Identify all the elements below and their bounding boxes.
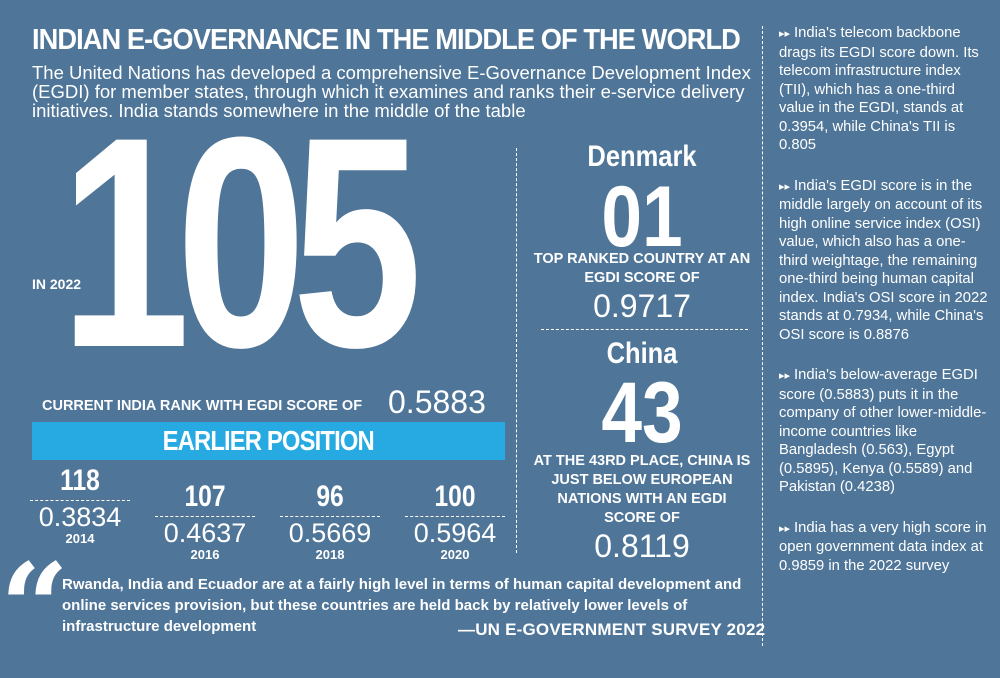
- vertical-divider: [516, 148, 517, 553]
- bullet-item: ▸▸ India's EGDI score is in the middle la…: [779, 177, 989, 345]
- quote-text: Rwanda, India and Ecuador are at a fairl…: [62, 576, 742, 635]
- history-rank: 107: [184, 480, 226, 513]
- bullet-item: ▸▸ India's below-average EGDI score (0.58…: [779, 366, 989, 497]
- bullet-arrow-icon: ▸▸: [779, 28, 791, 40]
- current-score: 0.5883: [388, 384, 486, 420]
- quote-mark-icon: “: [0, 537, 70, 678]
- china-rank: 43: [601, 365, 683, 461]
- quote-source: —UN E-GOVERNMENT SURVEY 2022: [458, 620, 766, 639]
- india-rank-number: 105: [60, 74, 422, 410]
- page-title: INDIAN E-GOVERNANCE IN THE MIDDLE OF THE…: [32, 24, 741, 56]
- china-name: China: [606, 337, 678, 370]
- china-score: 0.8119: [594, 528, 690, 564]
- history-year: 2014: [65, 531, 95, 546]
- bullet-text: India has a very high score in open gove…: [779, 519, 987, 574]
- history-score: 0.5964: [413, 518, 497, 548]
- denmark-name: Denmark: [587, 140, 697, 173]
- bullet-arrow-icon: ▸▸: [779, 522, 791, 535]
- history-divider: [155, 516, 255, 517]
- denmark-rank: 01: [601, 169, 683, 265]
- history-rank: 96: [316, 480, 344, 513]
- intro-text: The United Nations has developed a compr…: [32, 62, 751, 121]
- bullet-list: ▸▸ India's telecom backbone drags its EGD…: [779, 24, 989, 597]
- history-rank: 100: [434, 480, 476, 513]
- bullet-item: ▸▸ India's telecom backbone drags its EGD…: [779, 24, 989, 155]
- history-rank: 118: [60, 464, 100, 497]
- denmark-caption: TOP RANKED COUNTRY AT AN EGDI SCORE OF: [533, 251, 751, 286]
- history-item-2020: 100 0.5964 2020: [405, 482, 505, 562]
- history-score: 0.3834: [38, 502, 122, 532]
- history-score: 0.5669: [288, 518, 372, 548]
- history-score: 0.4637: [163, 518, 247, 548]
- history-item-2016: 107 0.4637 2016: [155, 482, 255, 562]
- bullet-text: India's EGDI score is in the middle larg…: [779, 177, 988, 343]
- history-year: 2018: [315, 547, 345, 562]
- history-year: 2016: [190, 547, 220, 562]
- earlier-position-bar: EARLIER POSITION: [32, 422, 505, 460]
- earlier-position-label: EARLIER POSITION: [162, 425, 375, 456]
- history-divider: [280, 516, 380, 517]
- bullet-text: India's telecom backbone drags its EGDI …: [779, 25, 979, 153]
- history-item-2014: 118 0.3834 2014: [30, 466, 130, 546]
- india-rank-year: IN 2022: [32, 276, 82, 292]
- bullet-item: ▸▸ India has a very high score in open go…: [779, 519, 989, 576]
- bullet-arrow-icon: ▸▸: [779, 180, 791, 193]
- bullet-text: India's below-average EGDI score (0.5883…: [779, 367, 987, 495]
- horizontal-divider: [541, 329, 748, 330]
- history-item-2018: 96 0.5669 2018: [280, 482, 380, 562]
- vertical-divider: [762, 26, 763, 646]
- current-rank-label: CURRENT INDIA RANK WITH EGDI SCORE OF: [42, 398, 363, 414]
- china-caption: AT THE 43RD PLACE, CHINA IS JUST BELOW E…: [533, 453, 751, 526]
- denmark-score: 0.9717: [593, 288, 691, 324]
- history-divider: [30, 500, 130, 501]
- bullet-arrow-icon: ▸▸: [779, 370, 791, 382]
- history-divider: [405, 516, 505, 517]
- history-year: 2020: [440, 547, 470, 562]
